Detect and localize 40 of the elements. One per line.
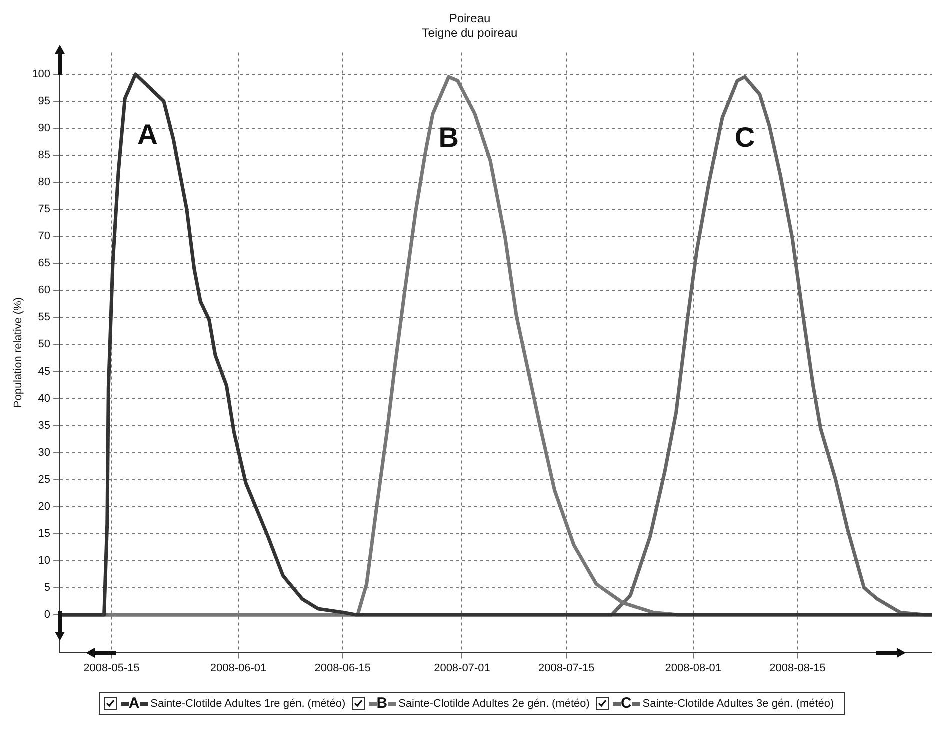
y-tick-label: 100 xyxy=(32,68,51,80)
y-tick-label: 70 xyxy=(38,230,51,243)
x-tick-label: 2008-08-15 xyxy=(770,662,826,674)
chart-subtitle: Teigne du poireau xyxy=(422,26,518,40)
y-tick-label: 10 xyxy=(38,554,51,567)
y-tick-label: 80 xyxy=(38,176,51,189)
x-tick-label: 2008-07-15 xyxy=(538,662,595,674)
y-tick-label: 65 xyxy=(38,258,51,270)
annotation: C xyxy=(734,122,756,153)
y-tick-label: 20 xyxy=(38,500,51,513)
text: C xyxy=(620,695,632,712)
y-tick-label: 85 xyxy=(38,150,51,162)
y-tick-label: 35 xyxy=(38,420,51,432)
chart-title: Poireau xyxy=(449,12,491,26)
x-tick-label: 2008-06-15 xyxy=(314,662,372,674)
y-tick-label: 95 xyxy=(38,95,51,108)
y-axis-title: Population relative (%) xyxy=(12,297,25,408)
y-tick-label: 75 xyxy=(38,204,51,216)
y-tick-label: 60 xyxy=(38,284,51,297)
y-tick-label: 5 xyxy=(44,582,51,594)
annotation: B xyxy=(438,122,459,153)
legend-label: Sainte-Clotilde Adultes 1re gén. (météo) xyxy=(150,698,346,710)
y-tick-label: 15 xyxy=(38,528,51,540)
y-tick-label: 25 xyxy=(38,474,51,486)
x-tick-label: 2008-05-15 xyxy=(84,662,140,674)
x-tick-label: 2008-06-01 xyxy=(210,662,267,674)
y-tick-label: 55 xyxy=(38,312,51,324)
text: A xyxy=(128,695,140,712)
legend-label: Sainte-Clotilde Adultes 3e gén. (météo) xyxy=(642,698,834,710)
y-tick-label: 40 xyxy=(38,392,51,405)
y-tick-label: 30 xyxy=(38,446,51,459)
legend-label: Sainte-Clotilde Adultes 2e gén. (météo) xyxy=(398,698,590,710)
annotation: A xyxy=(138,119,158,150)
x-tick-label: 2008-07-01 xyxy=(434,662,490,674)
y-tick-label: 50 xyxy=(38,338,51,351)
y-tick-label: 45 xyxy=(38,366,51,378)
text: B xyxy=(376,695,388,712)
y-tick-label: 0 xyxy=(44,608,51,621)
x-tick-label: 2008-08-01 xyxy=(665,662,722,674)
y-tick-label: 90 xyxy=(38,122,51,135)
